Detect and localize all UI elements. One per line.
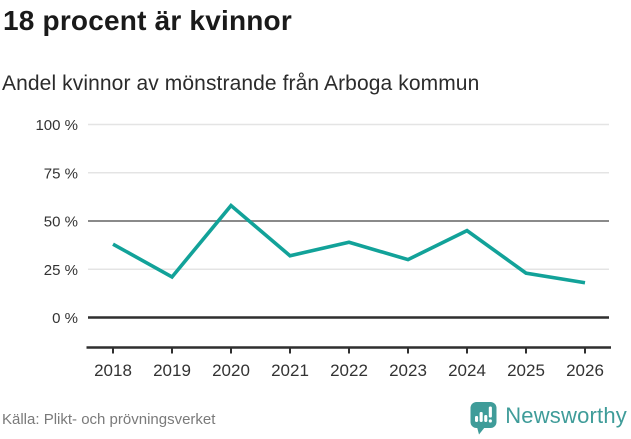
x-tick-label-2026: 2026 — [566, 361, 604, 380]
x-tick-label-2022: 2022 — [330, 361, 368, 380]
x-tick-label-2023: 2023 — [389, 361, 427, 380]
x-tick-label-2018: 2018 — [94, 361, 132, 380]
chart-title: 18 procent är kvinnor — [3, 5, 292, 36]
chart-subtitle: Andel kvinnor av mönstrande från Arboga … — [2, 72, 480, 95]
y-tick-label-25: 25 % — [44, 262, 78, 279]
y-tick-label-100: 100 % — [35, 117, 78, 134]
y-tick-label-0: 0 % — [52, 310, 78, 327]
data-series-line — [112, 203, 586, 285]
newsworthy-bar-chart-bubble-icon — [470, 402, 497, 435]
source-note: Källa: Plikt- och prövningsverket — [2, 411, 216, 428]
x-tick-label-2025: 2025 — [507, 361, 545, 380]
x-tick-label-2021: 2021 — [271, 361, 309, 380]
x-tick-label-2020: 2020 — [212, 361, 250, 380]
y-tick-label-50: 50 % — [44, 214, 78, 231]
y-tick-label-75: 75 % — [44, 165, 78, 182]
x-tick-label-2024: 2024 — [448, 361, 486, 380]
x-tick-label-2019: 2019 — [153, 361, 191, 380]
newsworthy-logo: Newsworthy — [470, 401, 627, 435]
newsworthy-wordmark: Newsworthy — [505, 403, 627, 428]
